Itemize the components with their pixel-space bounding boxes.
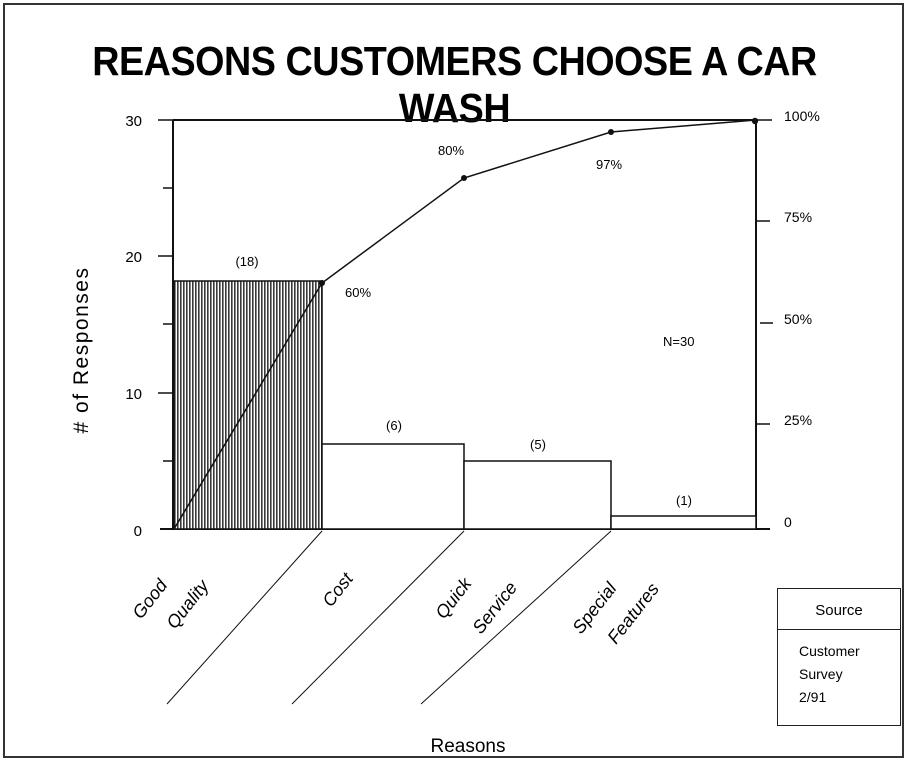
y-left-tick-20: 20 [125, 249, 142, 266]
bar-value-special-features: (1) [676, 493, 692, 508]
source-heading: Source [778, 589, 900, 630]
bar-value-quick-service: (5) [530, 437, 546, 452]
y-right-tick-100: 100% [784, 108, 820, 124]
left-axis-ticks [158, 119, 173, 462]
category-dividers [166, 530, 612, 705]
x-label-service: Service [468, 578, 521, 638]
right-axis-ticks [756, 119, 773, 425]
cumulative-label-80: 80% [438, 143, 464, 158]
cumulative-label-60: 60% [345, 285, 371, 300]
bar-special-features [610, 515, 757, 530]
cumulative-points [319, 117, 759, 286]
y-left-tick-0: 0 [134, 523, 142, 540]
bar-value-cost: (6) [386, 418, 402, 433]
x-label-quick: Quick [431, 573, 476, 622]
source-line-3: 2/91 [799, 689, 827, 705]
source-line-1: Customer [799, 643, 860, 659]
source-box: Source Customer Survey 2/91 [777, 588, 901, 726]
y-left-tick-10: 10 [125, 386, 142, 403]
x-label-cost: Cost [318, 568, 357, 610]
bar-value-good-quality: (18) [235, 254, 258, 269]
chart-frame [3, 3, 904, 758]
y-left-tick-30: 30 [125, 113, 142, 130]
source-line-2: Survey [799, 666, 843, 682]
sample-size-annotation: N=30 [663, 334, 694, 349]
y-right-tick-25: 25% [784, 412, 812, 428]
y-right-tick-0: 0 [784, 514, 792, 530]
y-axis-title: # of Responses [70, 267, 93, 434]
cumulative-label-97: 97% [596, 157, 622, 172]
x-axis-title: Reasons [431, 736, 506, 757]
bar-quick-service [463, 460, 612, 530]
y-right-tick-75: 75% [784, 209, 812, 225]
x-label-quality: Quality [162, 575, 213, 632]
y-right-tick-50: 50% [784, 311, 812, 327]
bar-cost [321, 443, 465, 530]
chart-title: REASONS CUSTOMERS CHOOSE A CAR WASH [92, 38, 817, 131]
